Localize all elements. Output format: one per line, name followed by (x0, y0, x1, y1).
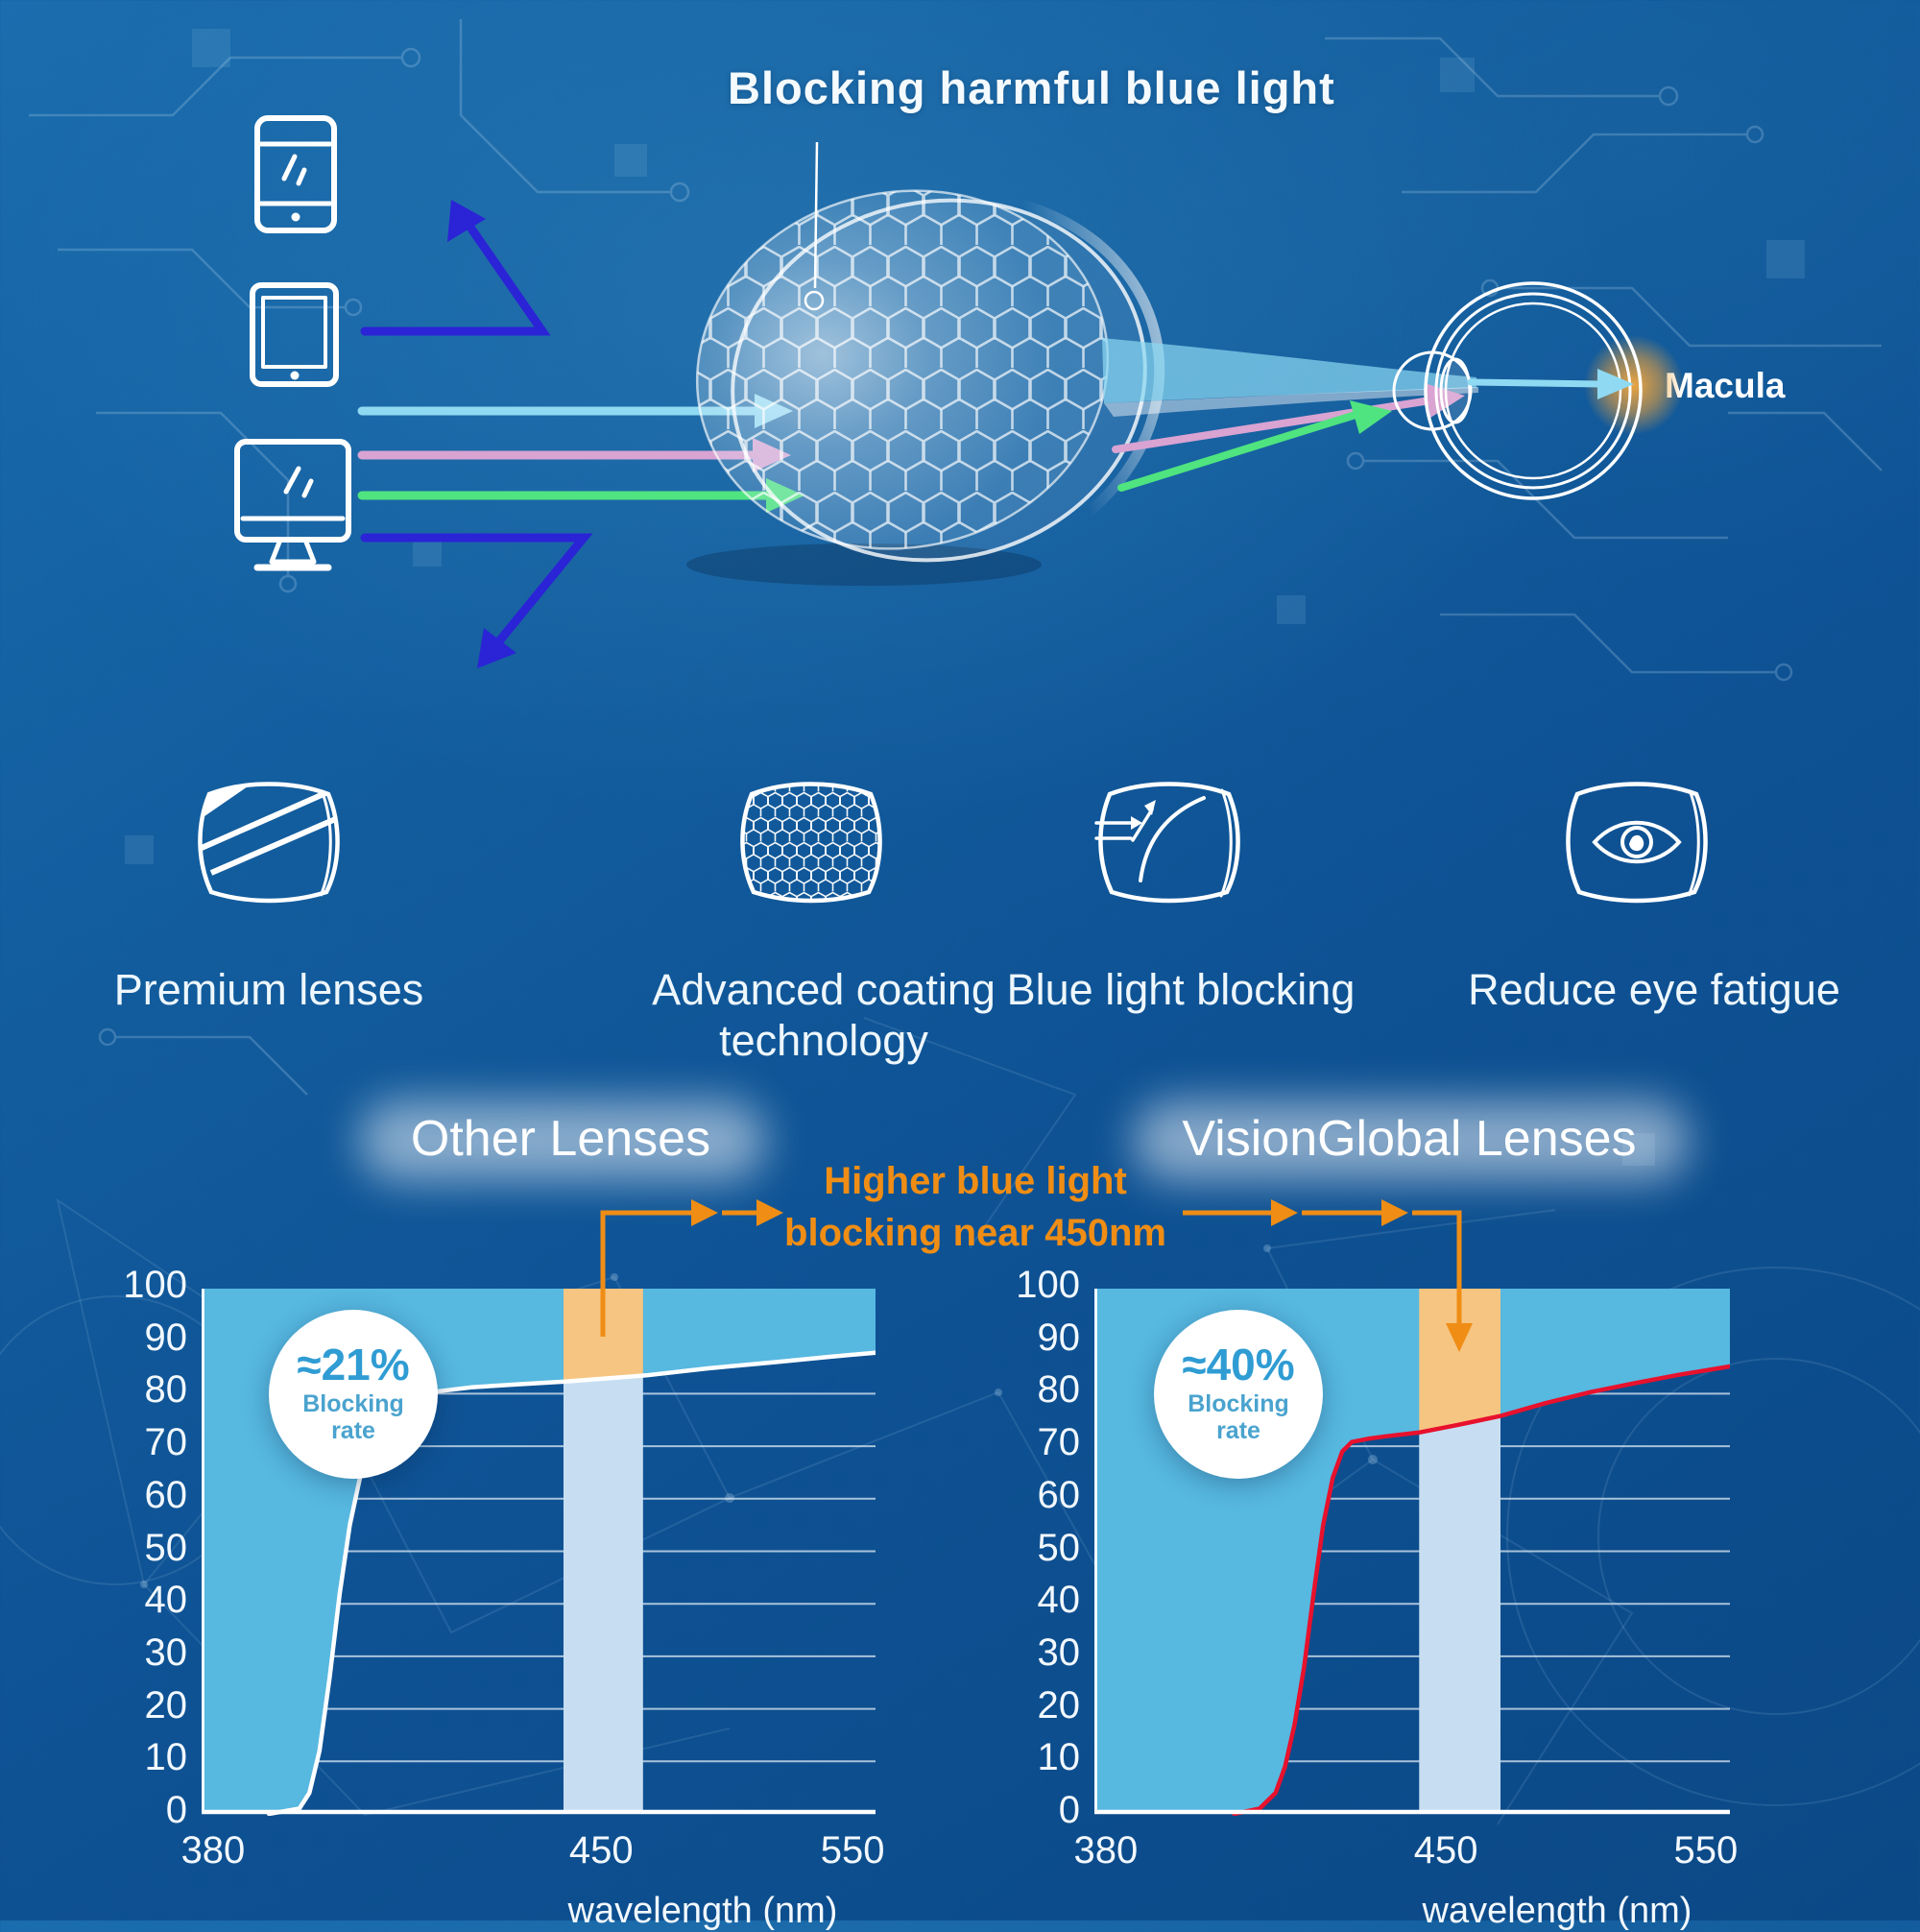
feature-label-fatigue: Reduce eye fatigue (1468, 965, 1840, 1014)
x-axis-title: wavelength (nm) (567, 1891, 838, 1931)
y-tick-label: 0 (1058, 1789, 1080, 1831)
chart-other-lenses: ≈21% Blocking rate 100 90 80 70 60 50 40 30 20 10… (123, 1264, 884, 1931)
x-tick-label: 550 (1673, 1829, 1739, 1872)
eye-lens-icon (1555, 761, 1718, 924)
y-tick-label: 50 (1037, 1526, 1081, 1569)
coating-lens-icon (730, 761, 893, 924)
y-tick-label: 80 (1037, 1368, 1081, 1412)
lens-rim-highlight (726, 191, 1165, 573)
y-tick-label: 40 (144, 1579, 188, 1622)
premium-lens-icon (187, 761, 350, 924)
blocking-rate-badge-right: ≈40% Blocking rate (1154, 1310, 1323, 1479)
smartphone-icon (254, 115, 337, 233)
y-tick-label: 30 (144, 1630, 188, 1674)
pupil (1629, 834, 1644, 852)
y-tick-label: 0 (165, 1789, 187, 1831)
badge-label: Blocking (302, 1390, 404, 1417)
monitor-icon (234, 439, 351, 571)
tablet-icon (250, 282, 339, 387)
title-glow-left (359, 1100, 766, 1181)
blocking-rate-badge-left: ≈21% Blocking rate (269, 1310, 438, 1479)
x-tick-label: 380 (1073, 1829, 1139, 1872)
y-tick-label: 90 (1037, 1316, 1081, 1359)
badge-value: ≈21% (297, 1340, 410, 1389)
y-tick-label: 100 (123, 1264, 187, 1306)
y-tick-label: 20 (144, 1683, 188, 1727)
x-axis-title: wavelength (nm) (1422, 1891, 1692, 1931)
reflected-blue-arrow-bottom (360, 533, 593, 658)
x-tick-label: 380 (180, 1829, 246, 1872)
page-title: Blocking harmful blue light (728, 62, 1335, 113)
x-tick-label: 450 (568, 1829, 634, 1872)
chart-visionglobal-lenses: ≈40% Blocking rate 100 90 80 70 60 50 40 30 20 10… (1016, 1264, 1738, 1931)
y-tick-label: 30 (1037, 1630, 1081, 1674)
blue-light-annotation: Higher blue light blocking near 450nm (735, 1155, 1215, 1259)
annotation-line2: blocking near 450nm (784, 1212, 1166, 1254)
feature-label-premium: Premium lenses (113, 965, 424, 1014)
cornea (1392, 350, 1473, 431)
blocking-rate-curve (1232, 1364, 1730, 1816)
badge-value: ≈40% (1182, 1340, 1295, 1389)
lens-shadow (686, 543, 1042, 586)
y-tick-label: 100 (1016, 1264, 1080, 1306)
feature-label-coating: Advanced coating technology (652, 965, 996, 1066)
y-tick-label: 10 (1037, 1736, 1081, 1779)
incident-rays (357, 200, 804, 668)
chart-title-other: Other Lenses (410, 1111, 711, 1167)
lens-honeycomb-coating (672, 168, 1141, 581)
refracted-beams (1102, 338, 1478, 492)
y-tick-label: 80 (144, 1368, 188, 1412)
blue-light-deflect-icon (1088, 761, 1251, 924)
lens-front-surface (731, 198, 1147, 563)
title-glow-right (1133, 1100, 1690, 1181)
title-callout (804, 141, 825, 311)
blue-light-lens (672, 168, 1165, 586)
y-tick-label: 90 (144, 1316, 188, 1359)
y-tick-label: 10 (144, 1736, 188, 1779)
feature-label-blocking: Blue light blocking (1006, 965, 1356, 1014)
circuit-pattern (29, 19, 1883, 1096)
chart-title-visionglobal: VisionGlobal Lenses (1182, 1111, 1637, 1167)
y-tick-label: 70 (1037, 1421, 1081, 1464)
y-tick-label: 40 (1037, 1579, 1081, 1622)
eye-diagram (1392, 281, 1643, 500)
x-tick-label: 450 (1413, 1829, 1478, 1872)
reflected-blue-arrow-top (360, 211, 551, 336)
x-tick-label: 550 (820, 1829, 885, 1872)
y-tick-label: 50 (144, 1526, 188, 1569)
y-tick-label: 60 (144, 1473, 188, 1516)
eye-lens (1439, 357, 1472, 424)
y-tick-label: 20 (1037, 1683, 1081, 1727)
badge-label: Blocking (1188, 1390, 1289, 1417)
y-tick-label: 60 (1037, 1473, 1081, 1516)
macula-label: Macula (1665, 366, 1786, 405)
y-tick-label: 70 (144, 1421, 188, 1464)
light-to-macula-arrow (1467, 369, 1634, 399)
annotation-line1: Higher blue light (824, 1160, 1127, 1202)
